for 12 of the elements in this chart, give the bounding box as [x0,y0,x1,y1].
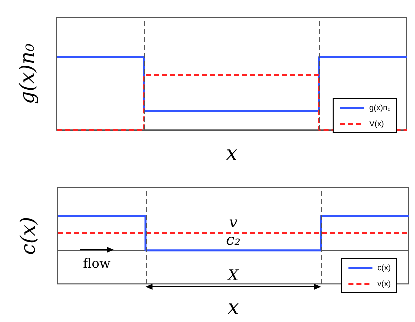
x-axis-title: x [228,295,240,319]
y-axis-title: c(x) [16,217,40,256]
text: X [227,266,240,284]
legend-label: v(x) [378,280,392,288]
x-axis-title: x [226,141,238,165]
annotation: v [229,214,238,232]
legend-label: c(x) [378,264,392,272]
legend-label: V(x) [369,120,384,128]
y-axis-title: g(x)n₀ [15,44,39,104]
legend-label: g(x)n₀ [369,104,391,112]
annotation: c₂ [226,231,241,250]
text: flow [83,257,111,272]
